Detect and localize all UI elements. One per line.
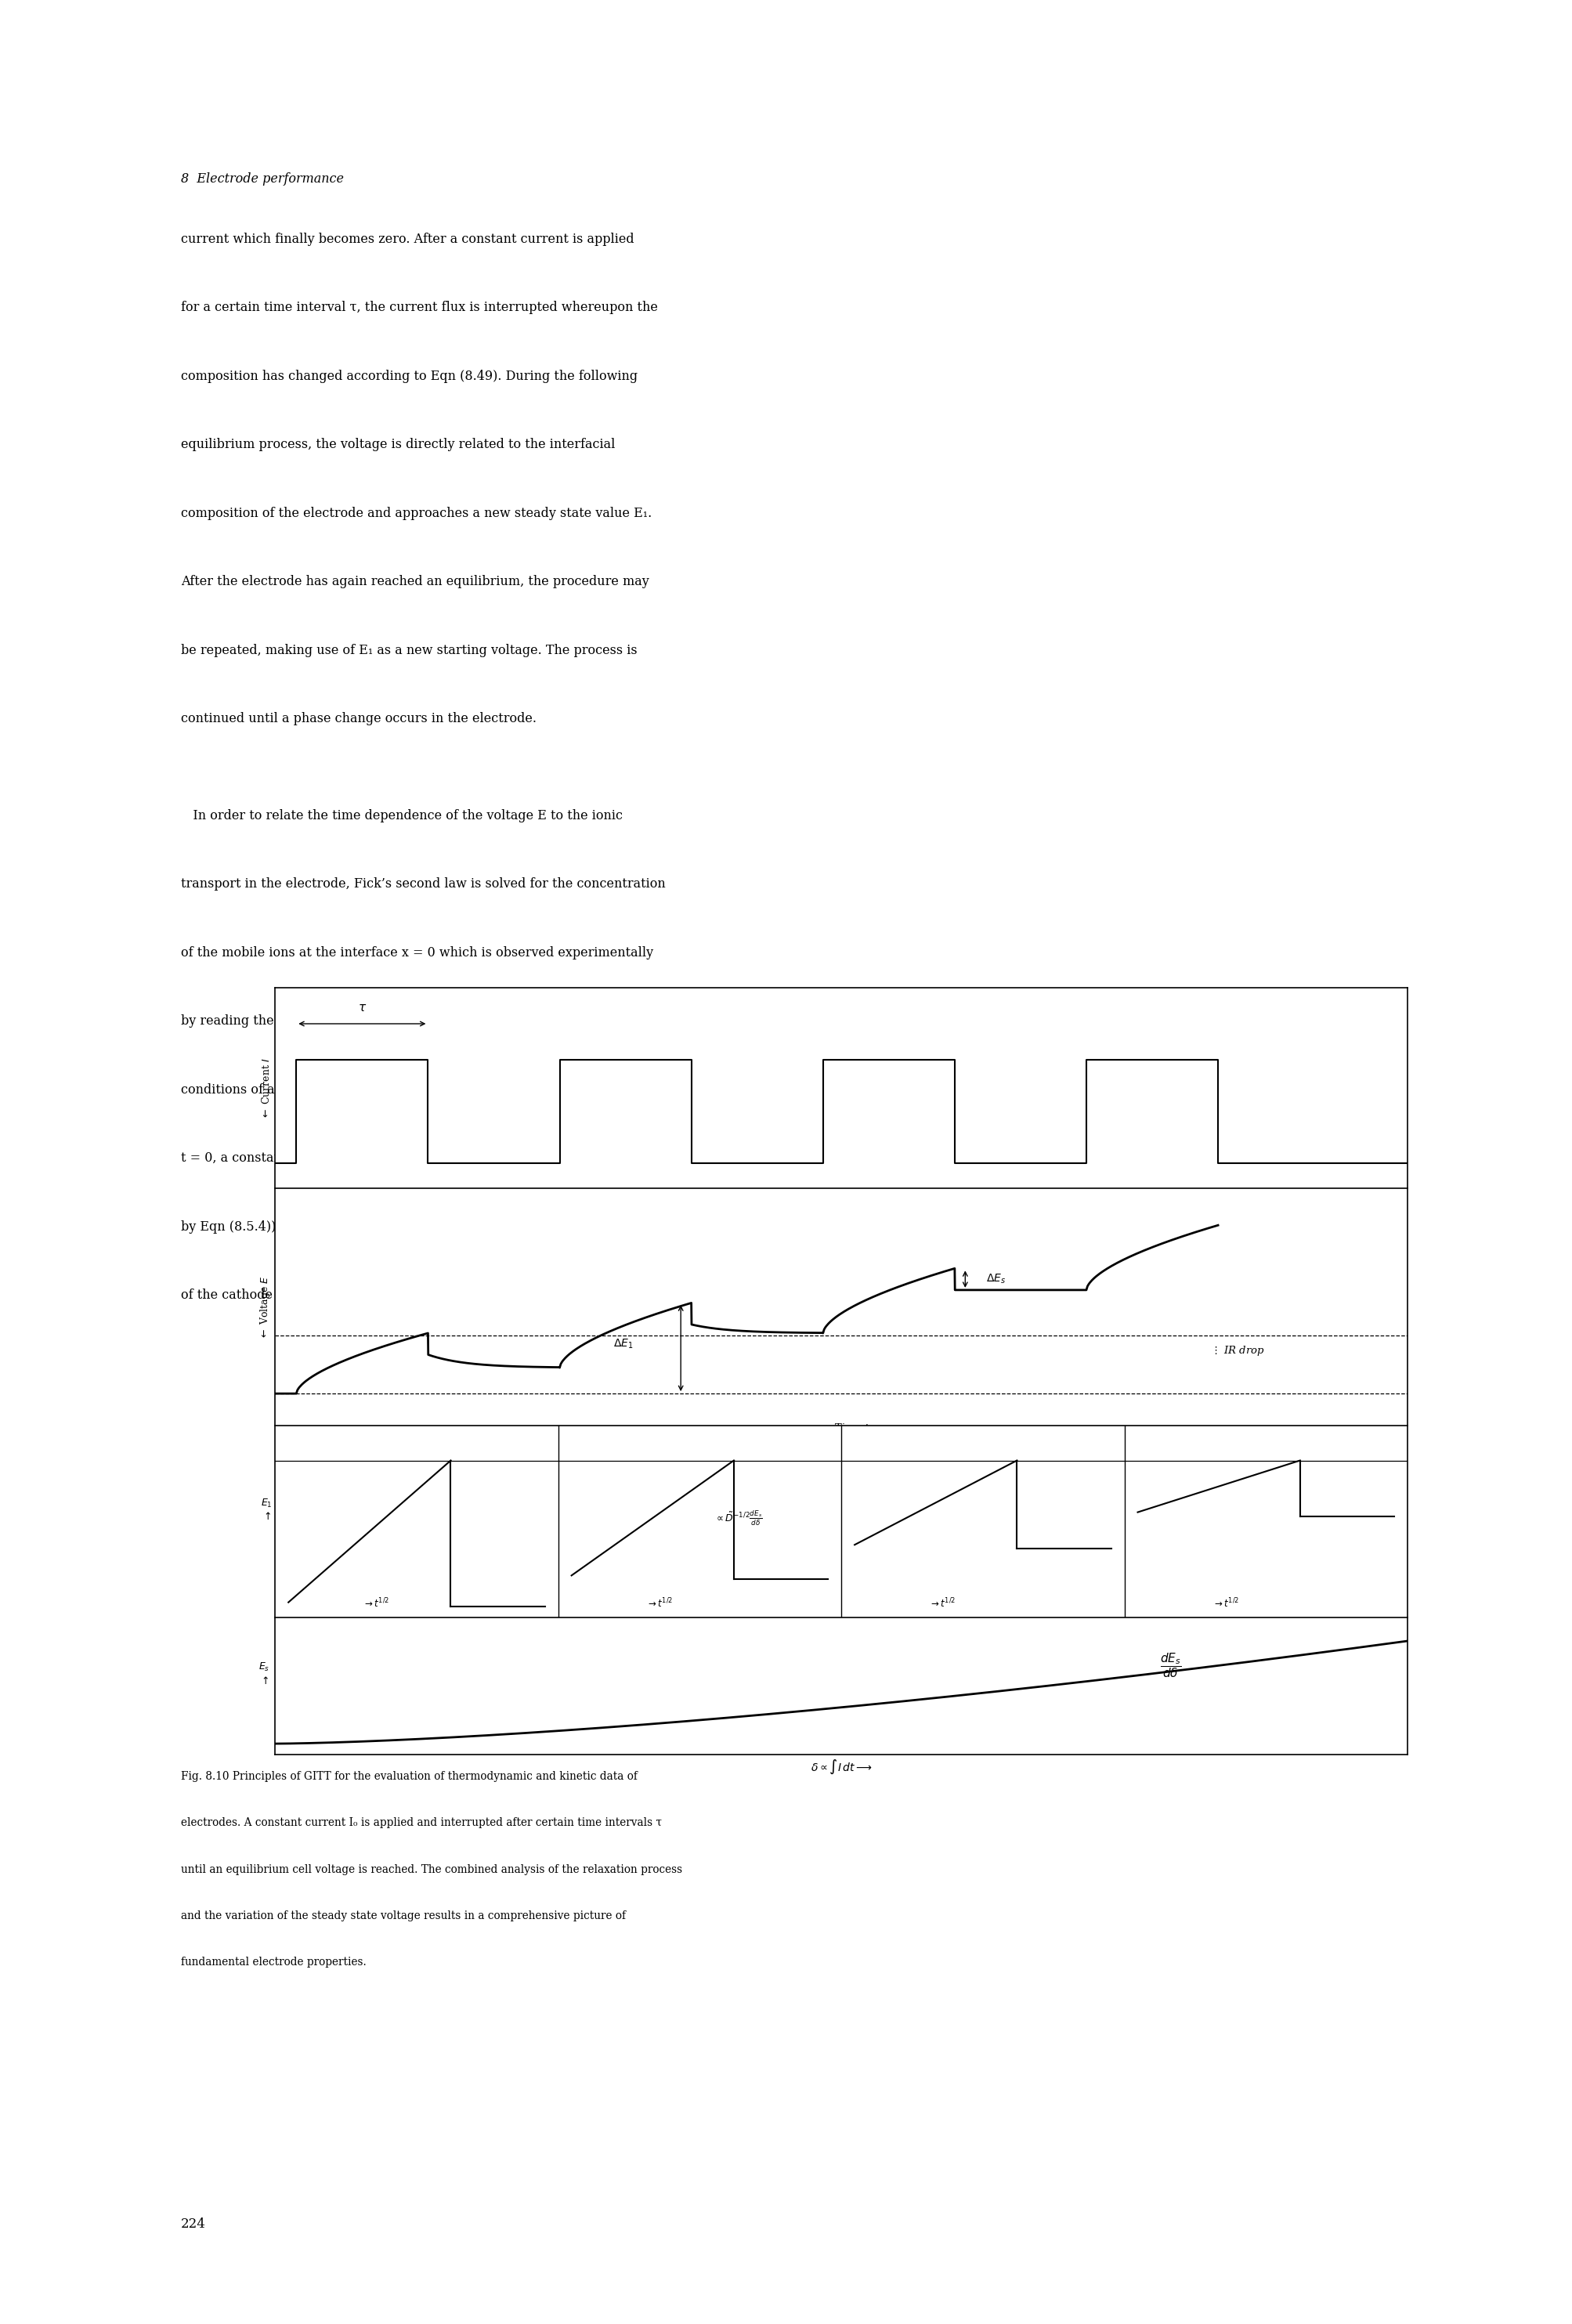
Text: fundamental electrode properties.: fundamental electrode properties. [181, 1957, 366, 1968]
Text: $\dfrac{dE_s}{d\delta}$: $\dfrac{dE_s}{d\delta}$ [1159, 1652, 1181, 1680]
Text: for a certain time interval τ, the current flux is interrupted whereupon the: for a certain time interval τ, the curre… [181, 300, 657, 314]
Text: of the mobile ions at the interface x = 0 which is observed experimentally: of the mobile ions at the interface x = … [181, 946, 652, 960]
Y-axis label: $E_s$
$\uparrow$: $E_s$ $\uparrow$ [259, 1662, 270, 1687]
Text: continued until a phase change occurs in the electrode.: continued until a phase change occurs in… [181, 711, 536, 725]
Y-axis label: $E_1$
$\uparrow$: $E_1$ $\uparrow$ [261, 1497, 272, 1522]
Text: and the variation of the steady state voltage results in a comprehensive picture: and the variation of the steady state vo… [181, 1910, 626, 1922]
Text: 8  Electrode performance: 8 Electrode performance [181, 172, 344, 186]
Text: t = 0, a constant concentration gradient at x = 0 at any time (as given: t = 0, a constant concentration gradient… [181, 1150, 629, 1164]
Text: $\rightarrow t^{1/2}$: $\rightarrow t^{1/2}$ [929, 1597, 956, 1611]
Text: composition has changed according to Eqn (8.49). During the following: composition has changed according to Eqn… [181, 370, 637, 383]
Text: conditions of a homogeneous concentration throughout the electrode at: conditions of a homogeneous concentratio… [181, 1083, 641, 1097]
Text: 224: 224 [181, 2217, 206, 2231]
Text: composition of the electrode and approaches a new steady state value E₁.: composition of the electrode and approac… [181, 507, 651, 521]
Text: $\rightarrow t^{1/2}$: $\rightarrow t^{1/2}$ [363, 1597, 390, 1611]
Text: $\propto \tilde{D}^{-1/2} \frac{dE_s}{d\delta}$: $\propto \tilde{D}^{-1/2} \frac{dE_s}{d\… [714, 1508, 762, 1527]
Text: $\longrightarrow$ Time $t$: $\longrightarrow$ Time $t$ [813, 1422, 869, 1434]
Text: $\Delta E_s$: $\Delta E_s$ [986, 1274, 1006, 1285]
Text: $\Delta E_1$: $\Delta E_1$ [613, 1339, 634, 1350]
Text: by Eqn (8.5.4)) and a zero concentration gradient at the opposite surface: by Eqn (8.5.4)) and a zero concentration… [181, 1220, 648, 1234]
Text: transport in the electrode, Fick’s second law is solved for the concentration: transport in the electrode, Fick’s secon… [181, 876, 665, 890]
Y-axis label: $\leftarrow$ Voltage $E$: $\leftarrow$ Voltage $E$ [258, 1276, 272, 1339]
Text: be repeated, making use of E₁ as a new starting voltage. The process is: be repeated, making use of E₁ as a new s… [181, 644, 637, 658]
Text: $\rightarrow t^{1/2}$: $\rightarrow t^{1/2}$ [646, 1597, 673, 1611]
Y-axis label: $\leftarrow$ Current $I$: $\leftarrow$ Current $I$ [261, 1057, 272, 1118]
Text: Fig. 8.10 Principles of GITT for the evaluation of thermodynamic and kinetic dat: Fig. 8.10 Principles of GITT for the eva… [181, 1771, 637, 1783]
Text: After the electrode has again reached an equilibrium, the procedure may: After the electrode has again reached an… [181, 574, 649, 588]
Text: current which finally becomes zero. After a constant current is applied: current which finally becomes zero. Afte… [181, 232, 634, 246]
Text: equilibrium process, the voltage is directly related to the interfacial: equilibrium process, the voltage is dire… [181, 437, 615, 451]
Text: In order to relate the time dependence of the voltage E to the ionic: In order to relate the time dependence o… [181, 809, 623, 823]
Text: $\rightarrow t^{1/2}$: $\rightarrow t^{1/2}$ [1212, 1597, 1239, 1611]
Text: $\vdots$ IR drop: $\vdots$ IR drop [1209, 1343, 1264, 1357]
Text: electrodes. A constant current I₀ is applied and interrupted after certain time : electrodes. A constant current I₀ is app… [181, 1817, 662, 1829]
Text: until an equilibrium cell voltage is reached. The combined analysis of the relax: until an equilibrium cell voltage is rea… [181, 1864, 682, 1875]
Text: of the cathode (because of an assumed impermeability of the ions at this: of the cathode (because of an assumed im… [181, 1287, 645, 1301]
Text: by reading the cell voltage. With the appropriate initial and boundary: by reading the cell voltage. With the ap… [181, 1013, 626, 1027]
X-axis label: $\delta \propto \int I\,dt \longrightarrow$: $\delta \propto \int I\,dt \longrightarr… [810, 1757, 872, 1776]
Text: $\tau$: $\tau$ [357, 1002, 366, 1013]
